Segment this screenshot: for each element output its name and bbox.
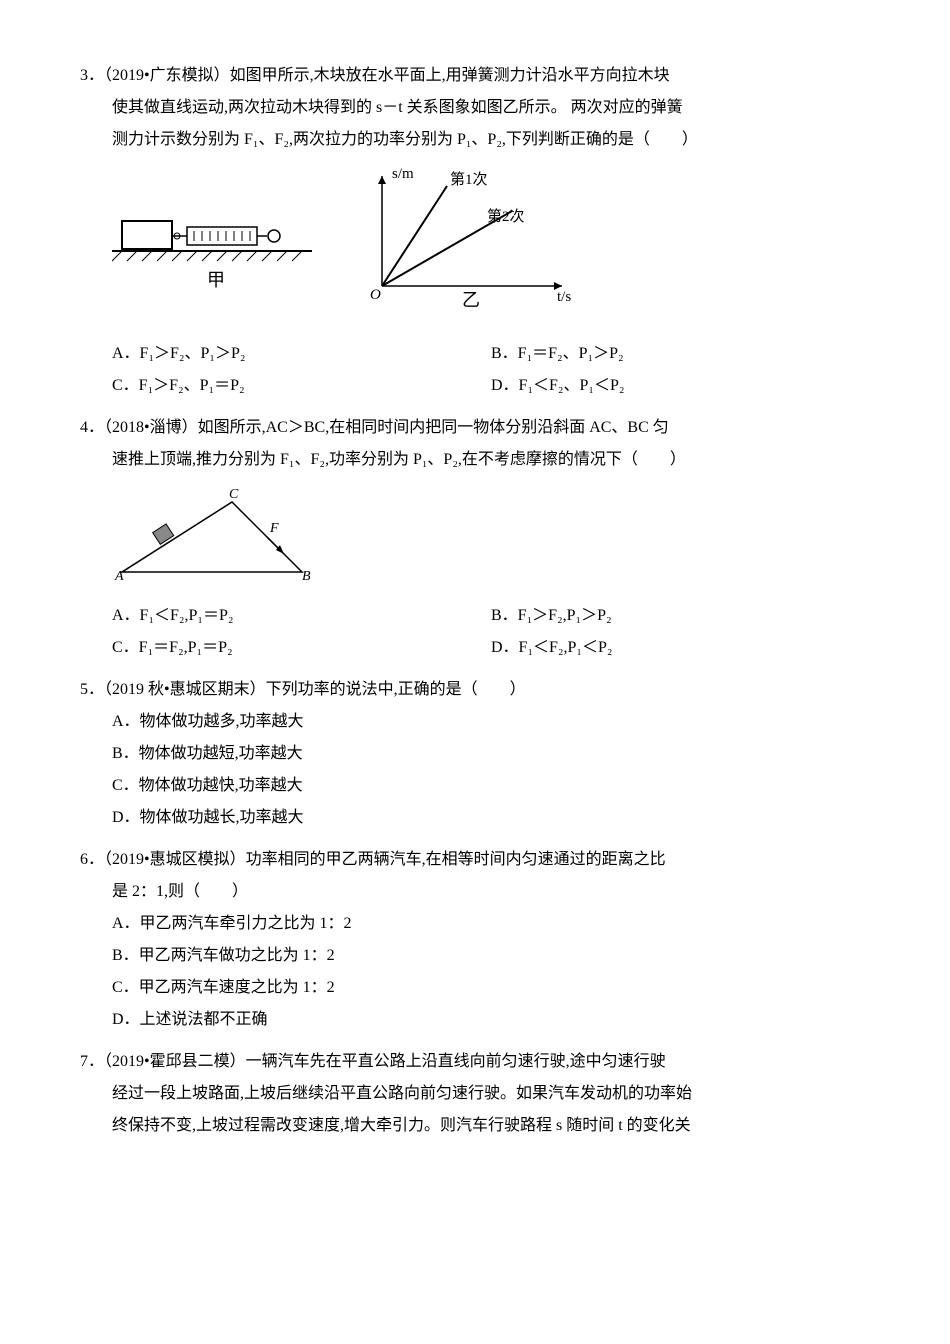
q3-source: （2019•广东模拟） — [104, 67, 230, 84]
axis-x-label: t/s — [557, 289, 571, 305]
q5-stem: 5．（2019 秋•惠城区期末）下列功率的说法中,正确的是（ ） — [80, 674, 870, 706]
label-f: F — [269, 521, 279, 536]
q4-number: 4． — [80, 419, 104, 436]
q4-option-b: B．F₁＞F₂,P₁＞P₂ — [491, 600, 870, 632]
label-a: A — [114, 569, 124, 582]
q4-option-d: D．F₁＜F₂,P₁＜P₂ — [491, 632, 870, 664]
question-7: 7．（2019•霍邱县二模）一辆汽车先在平直公路上沿直线向前匀速行驶,途中匀速行… — [80, 1046, 870, 1142]
q5-options: A．物体做功越多,功率越大 B．物体做功越短,功率越大 C．物体做功越快,功率越… — [80, 706, 870, 834]
q3-stem: 3．（2019•广东模拟）如图甲所示,木块放在水平面上,用弹簧测力计沿水平方向拉… — [80, 60, 870, 92]
q5-source: （2019 秋•惠城区期末） — [104, 681, 266, 698]
q3-figure-left: 甲 — [112, 181, 312, 313]
q3-option-d: D．F₁＜F₂、P₁＜P₂ — [491, 370, 870, 402]
spring-scale-diagram: 甲 — [112, 181, 312, 301]
incline-diagram: A B C F — [112, 482, 312, 582]
q5-option-c: C．物体做功越快,功率越大 — [112, 770, 870, 802]
q4-source: （2018•淄博） — [104, 419, 198, 436]
question-3: 3．（2019•广东模拟）如图甲所示,木块放在水平面上,用弹簧测力计沿水平方向拉… — [80, 60, 870, 402]
st-graph: O s/m t/s 第1次 第2次 乙 — [352, 166, 592, 316]
q5-option-b: B．物体做功越短,功率越大 — [112, 738, 870, 770]
line2-label: 第2次 — [487, 207, 525, 225]
q7-number: 7． — [80, 1053, 104, 1070]
q6-option-d: D．上述说法都不正确 — [112, 1004, 870, 1036]
q5-option-a: A．物体做功越多,功率越大 — [112, 706, 870, 738]
q6-options: A．甲乙两汽车牵引力之比为 1：2 B．甲乙两汽车做功之比为 1：2 C．甲乙两… — [80, 908, 870, 1036]
q4-text-line1: 如图所示,AC＞BC,在相同时间内把同一物体分别沿斜面 AC、BC 匀 — [198, 419, 669, 436]
q7-stem: 7．（2019•霍邱县二模）一辆汽车先在平直公路上沿直线向前匀速行驶,途中匀速行… — [80, 1046, 870, 1078]
q6-text-line1: 功率相同的甲乙两辆汽车,在相等时间内匀速通过的距离之比 — [246, 851, 666, 868]
q6-stem: 6．（2019•惠城区模拟）功率相同的甲乙两辆汽车,在相等时间内匀速通过的距离之… — [80, 844, 870, 876]
svg-text:O: O — [370, 287, 381, 303]
q5-number: 5． — [80, 681, 104, 698]
label-c: C — [229, 487, 239, 502]
q7-text-line3: 终保持不变,上坡过程需改变速度,增大牵引力。则汽车行驶路程 s 随时间 t 的变… — [80, 1110, 870, 1142]
q5-option-d: D．物体做功越长,功率越大 — [112, 802, 870, 834]
question-6: 6．（2019•惠城区模拟）功率相同的甲乙两辆汽车,在相等时间内匀速通过的距离之… — [80, 844, 870, 1036]
q3-figure-right: O s/m t/s 第1次 第2次 乙 — [352, 166, 592, 328]
q3-options: A．F₁＞F₂、P₁＞P₂ B．F₁＝F₂、P₁＞P₂ C．F₁＞F₂、P₁＝P… — [80, 338, 870, 402]
q7-text-line2: 经过一段上坡路面,上坡后继续沿平直公路向前匀速行驶。如果汽车发动机的功率始 — [80, 1078, 870, 1110]
question-5: 5．（2019 秋•惠城区期末）下列功率的说法中,正确的是（ ） A．物体做功越… — [80, 674, 870, 834]
axis-y-label: s/m — [392, 166, 414, 182]
q7-text-line1: 一辆汽车先在平直公路上沿直线向前匀速行驶,途中匀速行驶 — [246, 1053, 666, 1070]
q4-option-a: A．F₁＜F₂,P₁＝P₂ — [112, 600, 491, 632]
q6-source: （2019•惠城区模拟） — [104, 851, 246, 868]
q3-text-line2: 使其做直线运动,两次拉动木块得到的 s－t 关系图象如图乙所示。 两次对应的弹簧 — [80, 92, 870, 124]
q6-option-a: A．甲乙两汽车牵引力之比为 1：2 — [112, 908, 870, 940]
q3-option-a: A．F₁＞F₂、P₁＞P₂ — [112, 338, 491, 370]
q6-text-line2: 是 2：1,则（ ） — [80, 876, 870, 908]
q4-options: A．F₁＜F₂,P₁＝P₂ B．F₁＞F₂,P₁＞P₂ C．F₁＝F₂,P₁＝P… — [80, 600, 870, 664]
q4-option-c: C．F₁＝F₂,P₁＝P₂ — [112, 632, 491, 664]
q6-option-c: C．甲乙两汽车速度之比为 1：2 — [112, 972, 870, 1004]
q3-number: 3． — [80, 67, 104, 84]
question-4: 4．（2018•淄博）如图所示,AC＞BC,在相同时间内把同一物体分别沿斜面 A… — [80, 412, 870, 664]
q3-caption-left: 甲 — [207, 270, 225, 290]
label-b: B — [302, 569, 311, 582]
q3-option-b: B．F₁＝F₂、P₁＞P₂ — [491, 338, 870, 370]
q4-figure: A B C F — [80, 482, 870, 594]
q7-source: （2019•霍邱县二模） — [104, 1053, 246, 1070]
line1-label: 第1次 — [450, 170, 488, 188]
q6-option-b: B．甲乙两汽车做功之比为 1：2 — [112, 940, 870, 972]
q4-text-line2: 速推上顶端,推力分别为 F₁、F₂,功率分别为 P₁、P₂,在不考虑摩擦的情况下… — [80, 444, 870, 476]
q6-number: 6． — [80, 851, 104, 868]
q3-text-line1: 如图甲所示,木块放在水平面上,用弹簧测力计沿水平方向拉木块 — [230, 67, 670, 84]
q3-text-line3: 测力计示数分别为 F₁、F₂,两次拉力的功率分别为 P₁、P₂,下列判断正确的是… — [80, 124, 870, 156]
q5-text: 下列功率的说法中,正确的是（ ） — [266, 681, 526, 698]
q3-option-c: C．F₁＞F₂、P₁＝P₂ — [112, 370, 491, 402]
q3-caption-right: 乙 — [462, 290, 480, 310]
q4-stem: 4．（2018•淄博）如图所示,AC＞BC,在相同时间内把同一物体分别沿斜面 A… — [80, 412, 870, 444]
q3-figure-row: 甲 O s/m t/s 第1次 第2次 — [112, 166, 870, 328]
